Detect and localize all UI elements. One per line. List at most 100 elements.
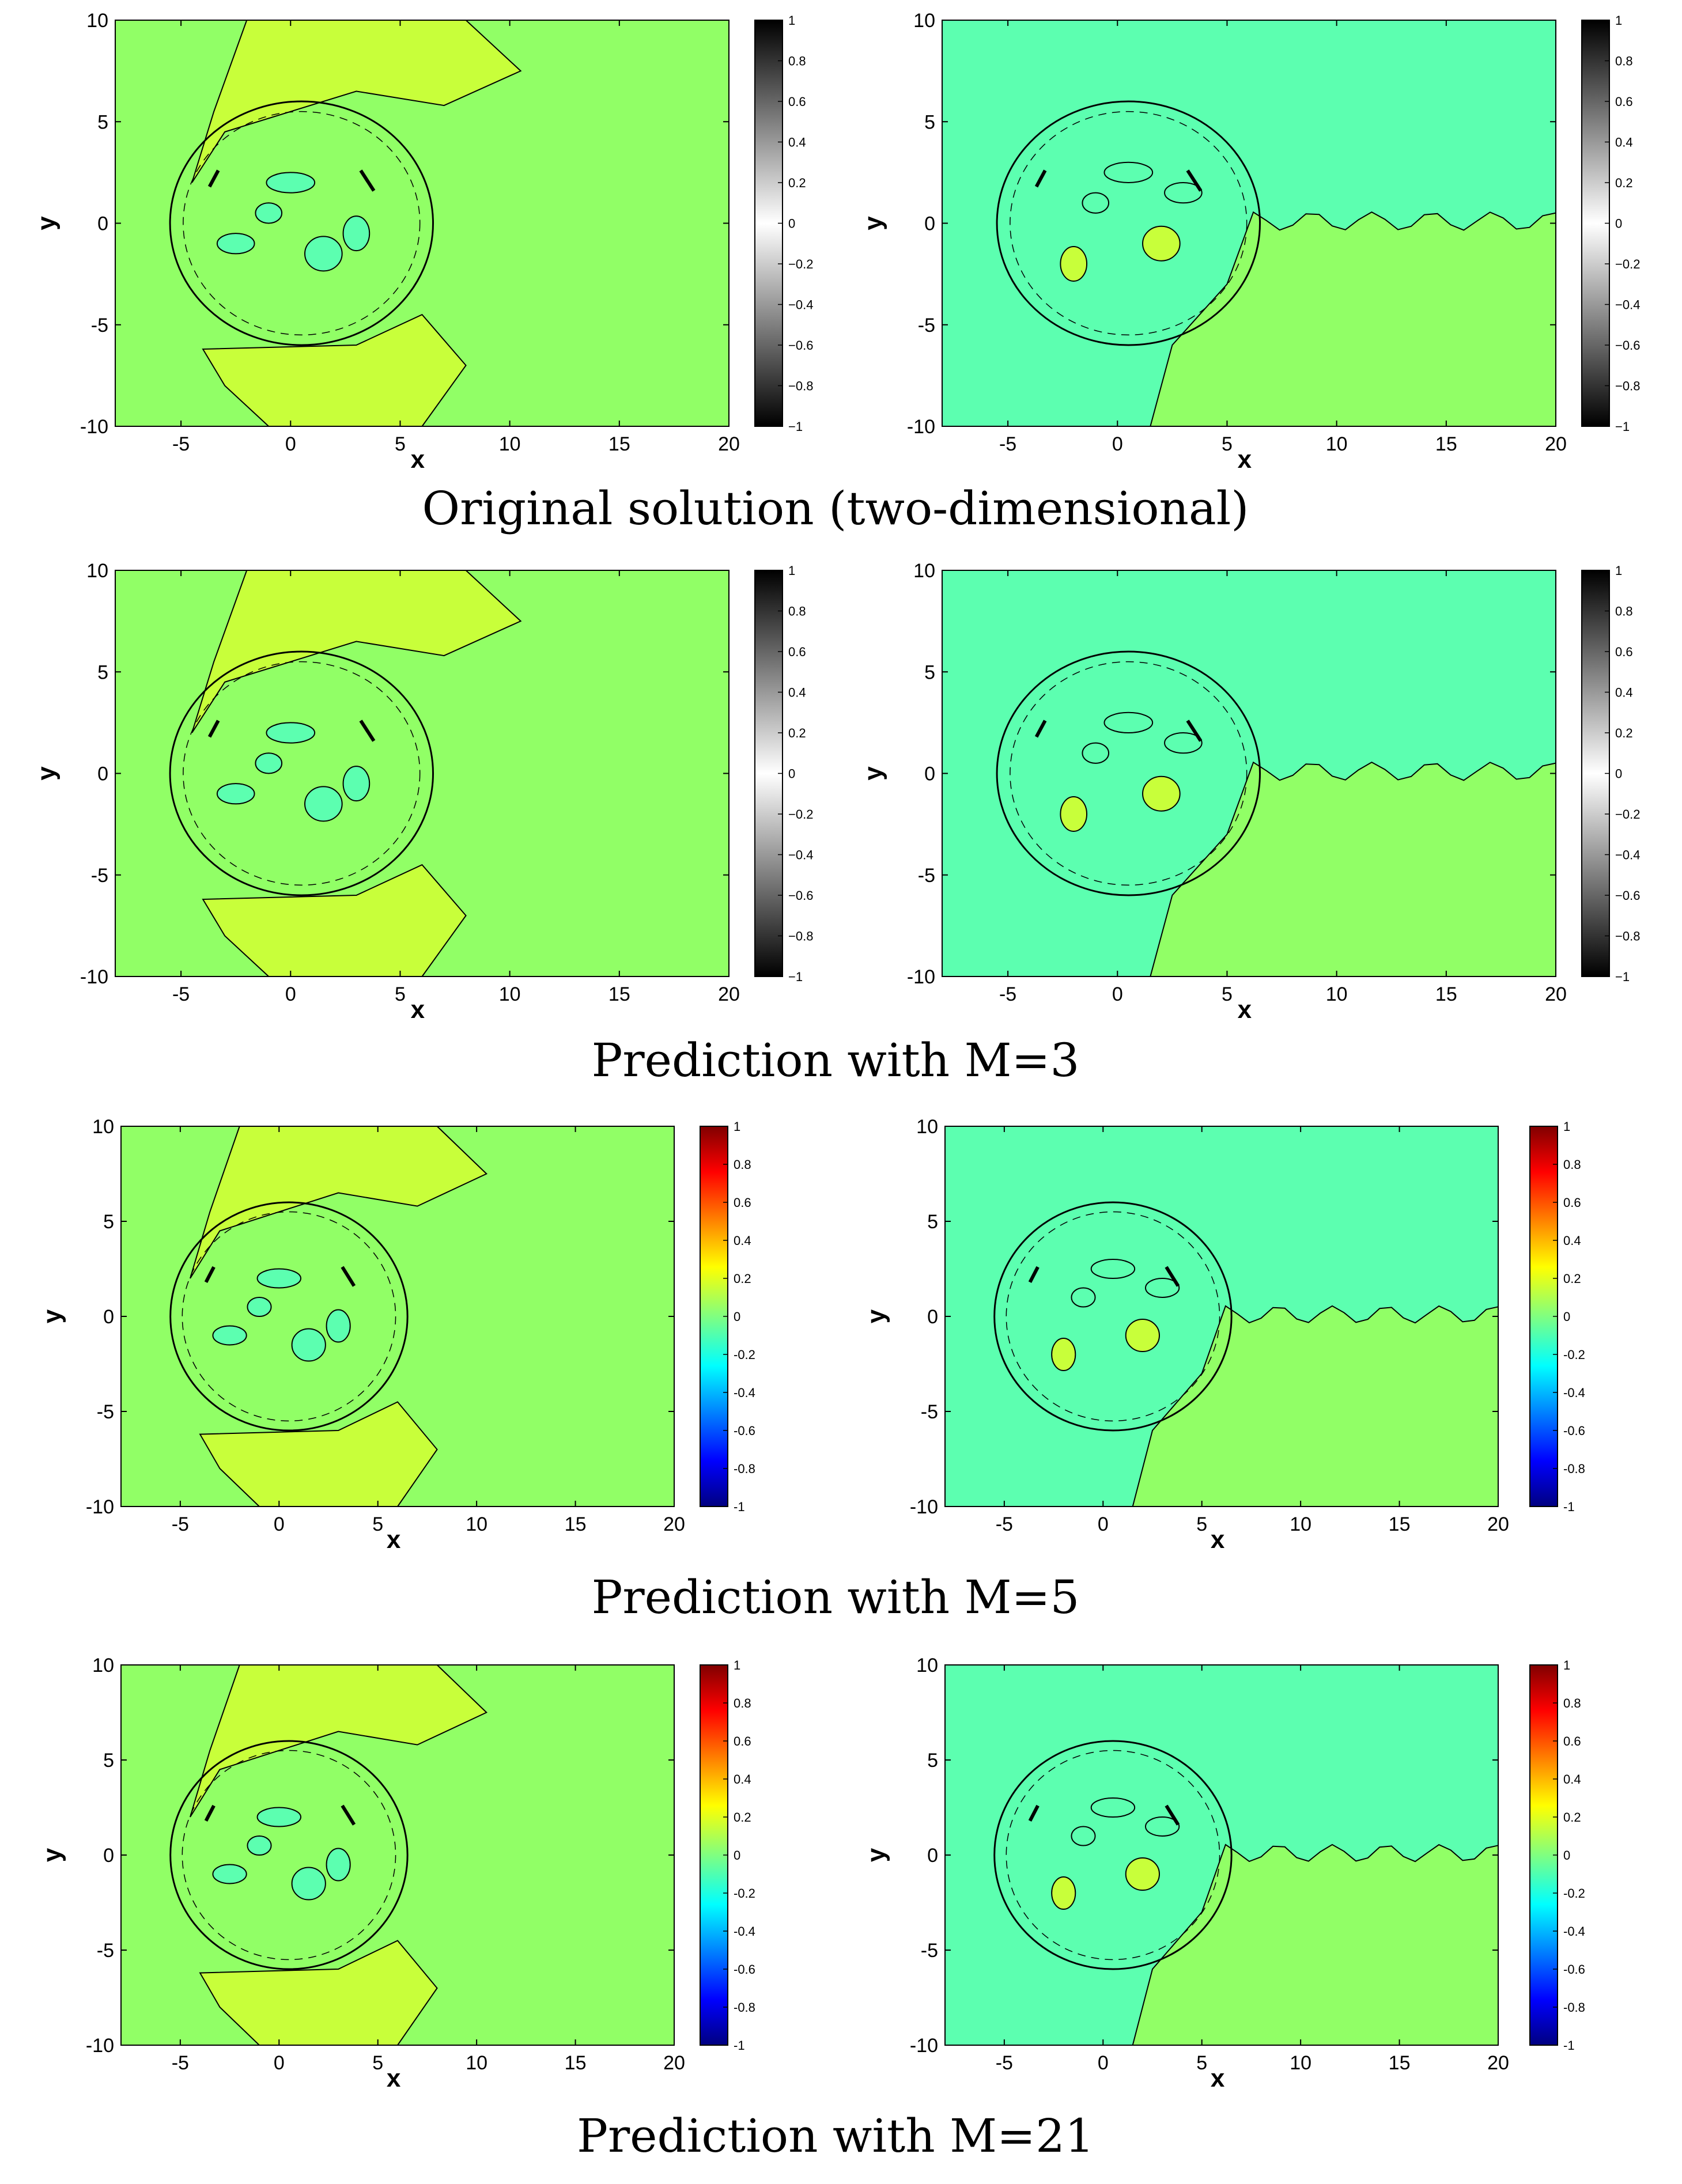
field-blob (304, 236, 343, 272)
plot-panel: -5 0 5 10 15 20 -10 -5 0 5 10 x y 1 0.8 0.6 0.4 0.2 0 -0.2 -… (862, 1655, 1585, 2092)
colorbar-tick-label: -0.4 (1563, 1924, 1585, 1939)
y-tick-label: -5 (91, 865, 108, 887)
y-axis-label: y (859, 766, 887, 781)
inner-contour (183, 661, 421, 886)
inner-contour (1006, 1750, 1220, 1960)
plot-panel: -5 0 5 10 15 20 -10 -5 0 5 10 x y 1 0.8 0.6 0.4 0.2 0 -0.2 -… (38, 1655, 755, 2092)
y-tick-label: -5 (97, 1401, 114, 1423)
x-tick-label: -5 (172, 1513, 189, 1535)
x-tick-label: 0 (285, 983, 296, 1005)
plot-panel: -5 0 5 10 15 20 -10 -5 0 5 10 x y 1 0.8 0.6 0.4 0.2 0 −0.2 −… (32, 10, 813, 474)
y-tick-label: -10 (910, 2035, 938, 2057)
y-tick-label: 5 (103, 1750, 114, 1772)
colorbar-tick-label: 0.8 (1563, 1696, 1581, 1710)
colorbar-tick-label: 0.6 (1563, 1195, 1581, 1210)
negative-region (942, 20, 1556, 427)
vortex-mark (207, 169, 220, 188)
negative-region (944, 1664, 1499, 2046)
colorbar-tick-label: −0.6 (788, 338, 813, 353)
y-tick-label: -5 (921, 1940, 938, 1962)
x-axis-label: x (387, 2064, 401, 2092)
y-tick-label: 10 (916, 1116, 938, 1138)
x-tick-label: 20 (1487, 1513, 1509, 1535)
colorbar-tick-label: -0.8 (1563, 1462, 1585, 1476)
colorbar-tick-label: -0.6 (1563, 1424, 1585, 1438)
colorbar-tick-label: 0.6 (1615, 94, 1633, 109)
colorbar-tick-label: 0.2 (734, 1810, 751, 1825)
colorbar-tick-label: 1 (734, 1658, 740, 1672)
colorbar-tick-label: 0.8 (734, 1157, 751, 1172)
field-blob (256, 1268, 301, 1289)
colorbar-tick-label: −0.2 (788, 257, 813, 271)
field-blob (212, 1325, 247, 1346)
y-tick-label: -5 (918, 865, 935, 887)
colorbar-tick-label: −1 (1615, 419, 1630, 434)
vortex-mark (359, 169, 376, 192)
x-tick-label: 15 (1389, 2052, 1411, 2074)
colorbar-tick-label: 0.8 (734, 1696, 751, 1710)
colorbar-tick-label: 0 (1563, 1309, 1570, 1324)
field-blob (1051, 1876, 1076, 1910)
x-tick-label: 0 (274, 1513, 285, 1535)
inner-contour (183, 111, 421, 336)
colorbar-tick-label: -0.8 (1563, 2000, 1585, 2015)
colorbar-tick-label: −0.8 (788, 929, 813, 944)
x-tick-label: 5 (1222, 433, 1233, 455)
positive-region (190, 1664, 488, 1818)
x-tick-label: 0 (285, 433, 296, 455)
x-tick-label: 20 (663, 1513, 685, 1535)
field-blob (216, 233, 255, 255)
colorbar-tick-label: −0.6 (1615, 888, 1640, 903)
y-tick-label: 10 (86, 560, 108, 582)
colorbar-tick-label: −1 (788, 419, 803, 434)
x-tick-label: 5 (1196, 2052, 1207, 2074)
x-tick-label: 20 (663, 2052, 685, 2074)
colorbar-tick-label: -0.4 (1563, 1386, 1585, 1400)
positive-region (202, 864, 467, 977)
field-blob (255, 202, 283, 224)
x-axis-label: x (387, 1526, 401, 1554)
colorbar-tick-label: 0.4 (734, 1233, 751, 1248)
y-tick-label: 10 (916, 1655, 938, 1676)
colorbar-tick-label: 1 (1563, 1119, 1570, 1134)
positive-region (199, 1940, 438, 2046)
field-blob (1060, 246, 1088, 282)
x-tick-label: -5 (996, 1513, 1013, 1535)
colorbar-tick-label: 0.6 (788, 94, 806, 109)
colorbar-tick-label: 0.6 (734, 1195, 751, 1210)
colorbar-tick-label: -0.2 (734, 1348, 755, 1362)
x-tick-label: 0 (1112, 433, 1123, 455)
colorbar-tick-label: 0.8 (788, 604, 806, 619)
vortex-mark (1028, 1804, 1040, 1822)
plot-panel: -5 0 5 10 15 20 -10 -5 0 5 10 x y 1 0.8 0.6 0.4 0.2 0 −0.2 −… (859, 10, 1640, 474)
field-blob (1071, 1826, 1096, 1846)
colorbar-tick-label: -1 (734, 2038, 745, 2053)
field-blob (266, 722, 316, 744)
field-blob (1051, 1337, 1076, 1372)
colorbar-tick-label: -0.2 (1563, 1886, 1585, 1901)
colorbar-tick-label: 1 (1615, 563, 1622, 578)
field-blob (256, 1807, 301, 1827)
colorbar-tick-label: 0 (1615, 767, 1622, 781)
x-tick-label: 20 (718, 433, 740, 455)
colorbar-tick-label: -0.2 (734, 1886, 755, 1901)
vortex-mark (204, 1266, 216, 1283)
x-tick-label: 0 (1112, 983, 1123, 1005)
x-tick-label: 20 (1487, 2052, 1509, 2074)
plot-panel: -5 0 5 10 15 20 -10 -5 0 5 10 x y 1 0.8 0.6 0.4 0.2 0 −0.2 −… (32, 560, 813, 1024)
x-tick-label: 10 (1290, 2052, 1311, 2074)
x-axis-label: x (1211, 2064, 1225, 2092)
y-tick-label: -10 (80, 416, 108, 438)
colorbar-tick-label: -1 (734, 1500, 745, 1514)
colorbar-tick-label: -1 (1563, 1500, 1575, 1514)
colorbar-tick-label: 0.6 (734, 1734, 751, 1748)
x-tick-label: 15 (1389, 1513, 1411, 1535)
negative-region (942, 570, 1556, 977)
y-axis-label: y (38, 1309, 66, 1323)
y-tick-label: 5 (924, 661, 935, 683)
colorbar-tick-label: -0.6 (734, 1962, 755, 1977)
y-tick-label: 10 (92, 1655, 114, 1676)
y-tick-label: 0 (97, 213, 108, 235)
x-tick-label: 10 (466, 2052, 487, 2074)
